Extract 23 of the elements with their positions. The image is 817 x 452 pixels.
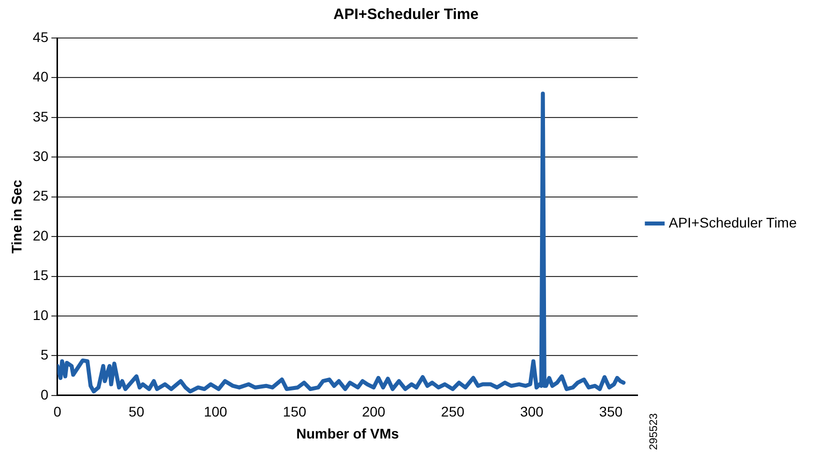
legend-label: API+Scheduler Time <box>668 214 797 230</box>
x-tick-label: 0 <box>53 404 62 420</box>
y-tick-label: 30 <box>32 148 49 164</box>
x-tick-label: 250 <box>441 404 465 420</box>
y-tick-label: 0 <box>40 386 49 402</box>
x-tick-label: 100 <box>204 404 228 420</box>
y-tick-label: 20 <box>32 227 49 244</box>
x-tick-label: 350 <box>599 404 623 420</box>
x-tick-label: 150 <box>282 404 306 420</box>
chart-title: API+Scheduler Time <box>333 6 479 24</box>
text: 295523 <box>648 413 660 450</box>
y-tick-label: 10 <box>32 306 49 323</box>
x-axis-title: Number of VMs <box>296 425 400 442</box>
y-tick-label: 15 <box>32 267 49 284</box>
y-tick-label: 45 <box>32 28 49 45</box>
x-tick-label: 50 <box>128 404 144 420</box>
y-tick-label: 40 <box>32 68 49 85</box>
y-tick-label: 35 <box>32 108 49 124</box>
y-axis-title: Tine in Sec <box>8 180 24 254</box>
y-tick-label: 5 <box>40 346 49 363</box>
x-tick-label: 300 <box>520 404 544 420</box>
y-tick-label: 25 <box>32 188 49 204</box>
x-tick-label: 200 <box>362 404 386 420</box>
